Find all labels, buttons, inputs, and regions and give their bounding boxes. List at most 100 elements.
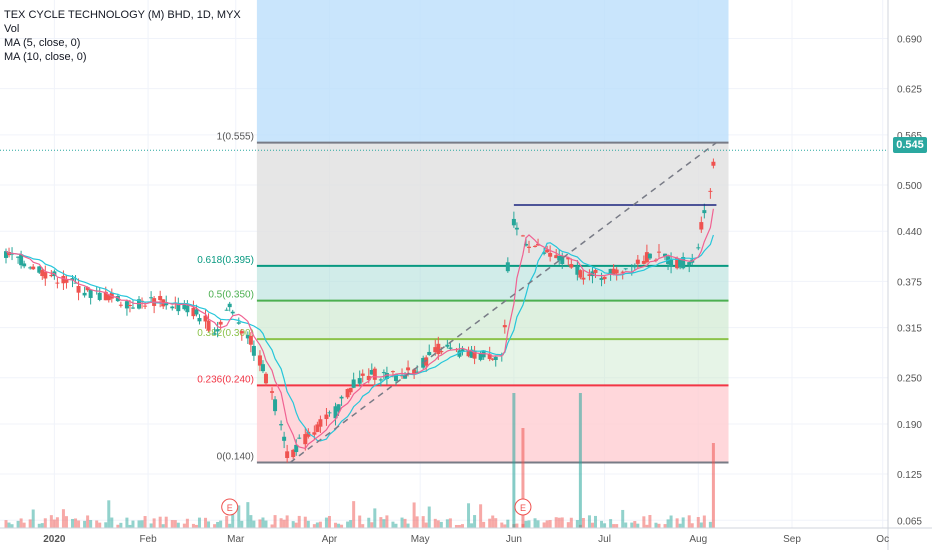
volume-bar	[524, 520, 528, 528]
candle-body	[466, 350, 471, 357]
volume-bar	[349, 520, 353, 528]
chart-title: TEX CYCLE TECHNOLOGY (M) BHD, 1D, MYX	[4, 9, 241, 21]
candle-body	[306, 431, 311, 437]
volume-bar	[681, 517, 685, 528]
candle-body	[445, 344, 450, 347]
volume-spike-0	[512, 393, 516, 528]
candle-body	[493, 356, 498, 360]
volume-bar	[633, 521, 637, 528]
volume-bar	[315, 522, 319, 528]
x-tick-label: Feb	[139, 534, 157, 545]
x-tick-label: Oc	[876, 534, 889, 545]
volume-bar	[216, 521, 220, 528]
volume-bar	[77, 520, 81, 528]
volume-bar	[533, 518, 537, 528]
candle-body	[197, 317, 202, 322]
volume-bar	[297, 515, 301, 528]
volume-bar	[657, 523, 661, 528]
candle-body	[545, 249, 550, 253]
candle-body	[115, 295, 120, 302]
candle-body	[478, 353, 483, 360]
candle-body	[469, 349, 474, 358]
candle-body	[520, 235, 525, 237]
candle-body	[19, 254, 24, 266]
volume-bar	[61, 509, 65, 528]
y-tick-label: 0.375	[897, 277, 922, 288]
candle-body	[37, 266, 42, 273]
candle-body	[291, 449, 296, 458]
candle-body	[82, 292, 87, 296]
candle-body	[273, 399, 278, 412]
volume-bar	[270, 524, 274, 528]
candle-body	[103, 291, 108, 301]
volume-bar	[636, 523, 640, 528]
candle-body	[424, 357, 429, 366]
candle-body	[641, 260, 646, 264]
y-tick-label: 0.625	[897, 85, 922, 96]
candle-body	[663, 253, 668, 257]
candle-body	[490, 358, 495, 360]
candle-body	[702, 210, 707, 214]
candle-body	[64, 279, 69, 283]
volume-spike-1	[521, 428, 525, 528]
volume-bar	[612, 524, 616, 528]
volume-bar	[403, 518, 407, 528]
volume-bar	[279, 518, 283, 528]
candle-body	[381, 372, 386, 374]
candle-body	[460, 349, 465, 352]
volume-bar	[116, 524, 120, 528]
volume-bar	[28, 519, 32, 528]
volume-bar	[312, 524, 316, 528]
fib-zone-5	[256, 385, 729, 463]
volume-bar	[83, 520, 87, 528]
x-tick-label: Mar	[227, 534, 245, 545]
volume-bar	[370, 522, 374, 528]
volume-bar	[49, 515, 53, 528]
y-tick-label: 0.315	[897, 324, 922, 335]
volume-bar	[291, 521, 295, 528]
candle-body	[315, 424, 320, 432]
candle-body	[312, 432, 317, 435]
y-tick-label: 0.190	[897, 420, 922, 431]
volume-bar	[382, 519, 386, 528]
volume-spike-2	[578, 393, 582, 528]
volume-bar	[231, 505, 235, 528]
x-tick-label: Jun	[506, 534, 522, 545]
candle-body	[333, 406, 338, 419]
candle-body	[158, 295, 163, 301]
fib-label-0: 1(0.555)	[217, 132, 254, 143]
volume-bar	[119, 522, 123, 528]
volume-bar	[708, 521, 712, 528]
candle-body	[448, 347, 453, 349]
candle-body	[554, 255, 559, 259]
volume-bar	[678, 523, 682, 528]
candle-body	[578, 270, 583, 278]
volume-bar	[648, 515, 652, 528]
candle-body	[533, 245, 538, 247]
volume-bar	[228, 523, 232, 528]
candle-body	[124, 301, 129, 309]
candle-body	[61, 275, 66, 284]
volume-bar	[609, 519, 613, 528]
candle-body	[73, 282, 78, 284]
volume-bar	[327, 515, 331, 528]
candle-body	[412, 369, 417, 375]
volume-bar	[642, 516, 646, 528]
volume-bar	[164, 516, 168, 528]
candle-body	[194, 309, 199, 315]
volume-bar	[346, 521, 350, 528]
last-price-tag: 0.545	[893, 137, 927, 153]
volume-bar	[560, 517, 564, 528]
candle-body	[699, 222, 704, 230]
volume-bar	[367, 517, 371, 528]
volume-bar	[554, 517, 558, 528]
volume-bar	[515, 523, 519, 528]
candle-body	[708, 190, 713, 192]
candle-body	[294, 444, 299, 452]
y-tick-label: 0.440	[897, 227, 922, 238]
candle-body	[16, 256, 21, 258]
candle-body	[348, 387, 353, 393]
candle-body	[176, 304, 181, 312]
candle-body	[218, 321, 223, 325]
